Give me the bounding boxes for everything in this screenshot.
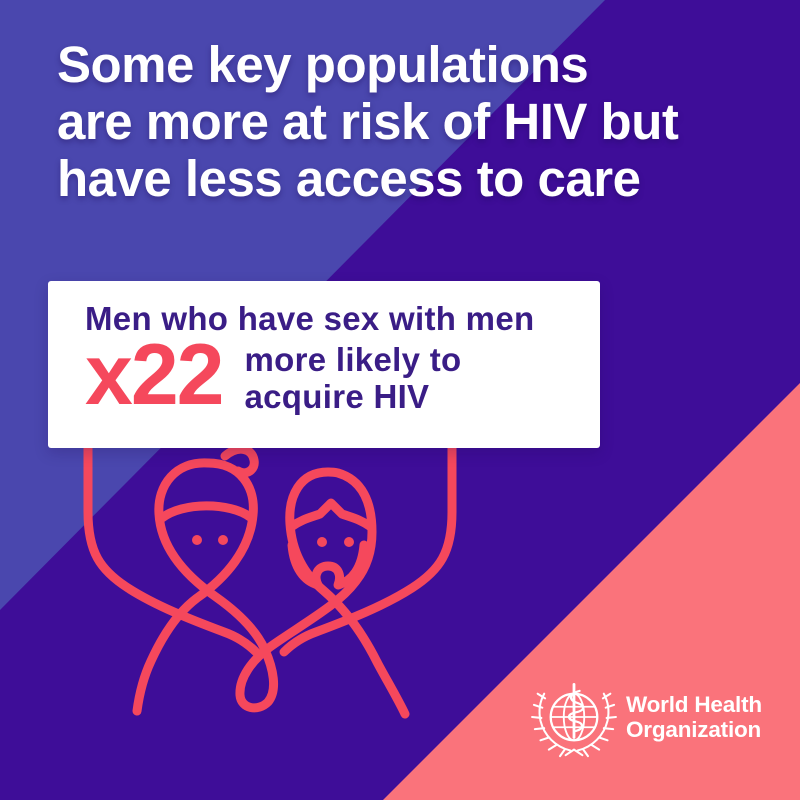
who-logo-text: World Health Organization [626, 692, 762, 743]
stat-description: more likely to acquire HIV [245, 341, 462, 415]
right-man-eye-right [344, 537, 354, 547]
stat-description-line-1: more likely to [244, 341, 462, 378]
left-man-eye-right [218, 535, 228, 545]
stat-card-heading: Men who have sex with men [85, 300, 535, 337]
poster-title: Some key populations are more at risk of… [57, 36, 679, 207]
right-man-body-line [285, 467, 410, 719]
left-man-arm-line [83, 433, 261, 657]
title-line-3: have less access to care [57, 150, 641, 207]
who-logo-text-line-1: World Health [626, 691, 762, 717]
left-man-hairline [157, 501, 255, 523]
stat-card: Men who have sex with men x22 more likel… [48, 281, 600, 448]
who-logo-text-line-2: Organization [626, 717, 762, 742]
right-man-arm-line [279, 433, 457, 657]
right-man-eye-left [317, 537, 327, 547]
who-emblem-icon [531, 682, 617, 758]
who-logo: World Health Organization [530, 676, 762, 758]
left-man-body-line [132, 458, 258, 716]
pink-corner-triangle [383, 383, 800, 800]
title-line-2: are more at risk of HIV but [57, 93, 679, 150]
stat-description-line-2: acquire HIV [244, 378, 430, 415]
stat-multiplier: x22 [85, 327, 224, 423]
title-line-1: Some key populations [57, 36, 589, 93]
stat-row: x22 more likely to acquire HIV [85, 327, 600, 423]
left-man-hair-curl [220, 444, 259, 478]
right-man-hairline [286, 498, 376, 532]
left-man-eye-left [192, 535, 202, 545]
right-man-beard-line [287, 540, 369, 590]
